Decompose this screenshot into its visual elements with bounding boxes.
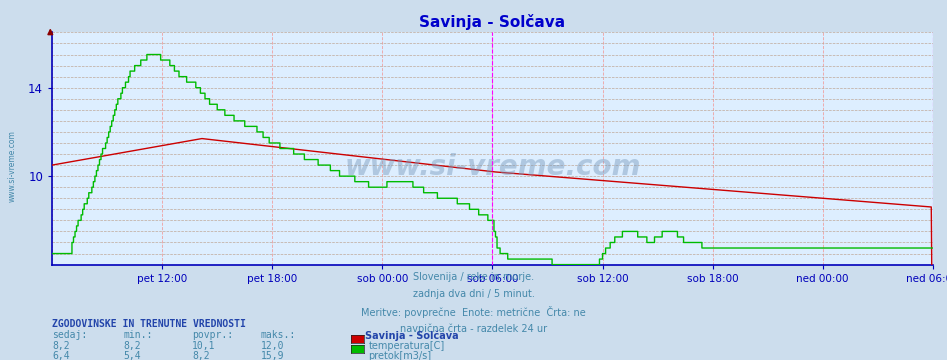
Text: 12,0: 12,0 [260, 341, 284, 351]
Text: maks.:: maks.: [260, 330, 295, 341]
Text: navpična črta - razdelek 24 ur: navpična črta - razdelek 24 ur [400, 324, 547, 334]
Text: sedaj:: sedaj: [52, 330, 87, 341]
Text: Meritve: povprečne  Enote: metrične  Črta: ne: Meritve: povprečne Enote: metrične Črta:… [361, 306, 586, 318]
Text: www.si-vreme.com: www.si-vreme.com [344, 153, 641, 181]
Text: Savinja - Solčava: Savinja - Solčava [365, 330, 458, 341]
Text: 8,2: 8,2 [123, 341, 141, 351]
Title: Savinja - Solčava: Savinja - Solčava [420, 14, 565, 30]
Text: 15,9: 15,9 [260, 351, 284, 360]
Text: temperatura[C]: temperatura[C] [368, 341, 445, 351]
Text: 10,1: 10,1 [192, 341, 216, 351]
Text: www.si-vreme.com: www.si-vreme.com [8, 130, 17, 202]
Text: 8,2: 8,2 [192, 351, 210, 360]
Text: ZGODOVINSKE IN TRENUTNE VREDNOSTI: ZGODOVINSKE IN TRENUTNE VREDNOSTI [52, 319, 246, 329]
Text: 5,4: 5,4 [123, 351, 141, 360]
Text: Slovenija / reke in morje.: Slovenija / reke in morje. [413, 272, 534, 282]
Text: 8,2: 8,2 [52, 341, 70, 351]
Text: 6,4: 6,4 [52, 351, 70, 360]
Text: min.:: min.: [123, 330, 152, 341]
Text: pretok[m3/s]: pretok[m3/s] [368, 351, 432, 360]
Text: povpr.:: povpr.: [192, 330, 233, 341]
Text: zadnja dva dni / 5 minut.: zadnja dva dni / 5 minut. [413, 289, 534, 299]
